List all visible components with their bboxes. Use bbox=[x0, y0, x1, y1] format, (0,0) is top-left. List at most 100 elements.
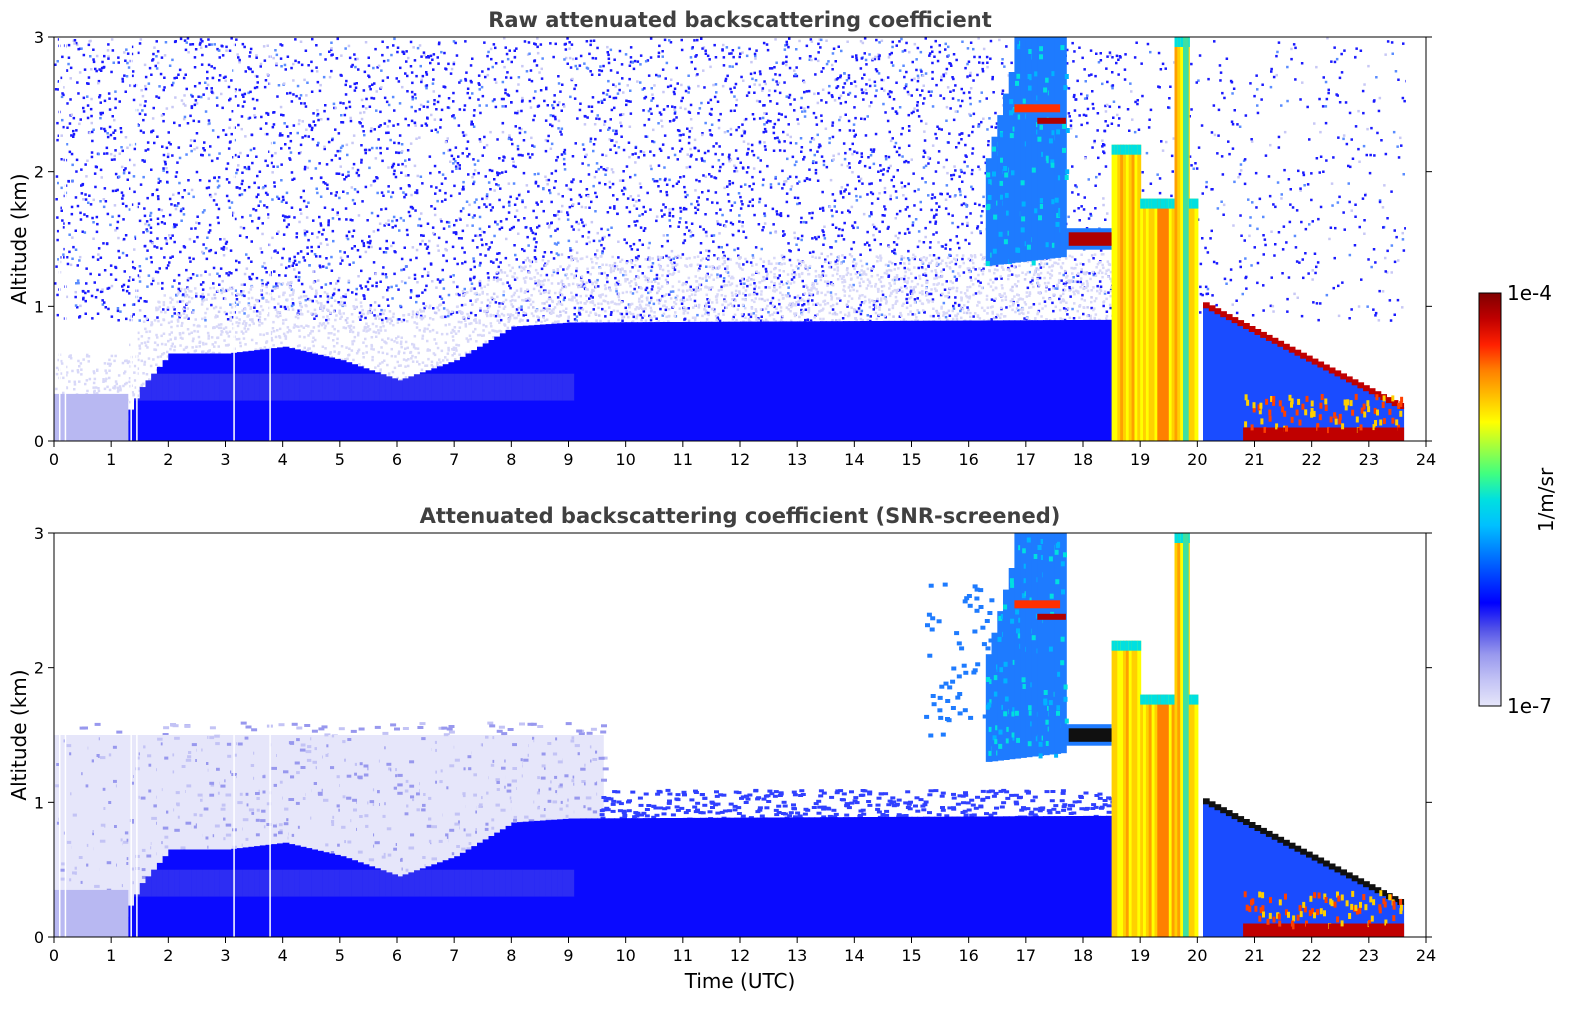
heatmap-cell bbox=[763, 145, 767, 148]
heatmap-cell bbox=[186, 37, 190, 40]
heatmap-cell bbox=[320, 286, 323, 289]
heatmap-cell bbox=[381, 53, 384, 57]
heatmap-cell bbox=[420, 212, 423, 215]
heatmap-cell bbox=[543, 302, 546, 305]
heatmap-cell bbox=[745, 171, 749, 174]
heatmap-cell bbox=[111, 49, 115, 52]
heatmap-cell bbox=[683, 206, 686, 210]
heatmap-cell bbox=[644, 135, 647, 138]
heatmap-cell bbox=[921, 74, 925, 77]
heatmap-cell bbox=[928, 52, 932, 55]
heatmap-cell bbox=[694, 55, 697, 58]
heatmap-cell bbox=[270, 155, 273, 159]
heatmap-cell bbox=[252, 207, 255, 211]
heatmap-cell bbox=[247, 66, 250, 69]
heatmap-cell bbox=[542, 307, 546, 310]
heatmap-cell bbox=[496, 173, 499, 177]
heatmap-cell bbox=[212, 199, 216, 202]
heatmap-cell bbox=[629, 195, 633, 198]
heatmap-cell bbox=[228, 98, 231, 102]
heatmap-cell bbox=[566, 62, 569, 65]
heatmap-cell bbox=[546, 139, 550, 143]
heatmap-cell bbox=[649, 269, 653, 272]
heatmap-cell bbox=[822, 234, 826, 237]
heatmap-cell bbox=[419, 175, 423, 178]
heatmap-cell bbox=[649, 318, 653, 322]
heatmap-cell bbox=[273, 306, 277, 309]
heatmap-cell bbox=[995, 122, 999, 125]
heatmap-cell bbox=[224, 79, 227, 82]
heatmap-cell bbox=[864, 88, 868, 92]
heatmap-cell bbox=[619, 113, 622, 117]
heatmap-cell bbox=[578, 193, 581, 197]
heatmap-cell bbox=[661, 55, 664, 58]
heatmap-cell bbox=[505, 76, 508, 79]
heatmap-cell bbox=[850, 205, 854, 209]
heatmap-cell bbox=[331, 229, 335, 233]
heatmap-cell bbox=[173, 279, 176, 282]
heatmap-cell bbox=[814, 172, 818, 175]
heatmap-cell bbox=[771, 207, 775, 211]
heatmap-cell bbox=[554, 42, 557, 46]
heatmap-cell bbox=[93, 281, 96, 284]
heatmap-cell bbox=[709, 65, 712, 69]
heatmap-cell bbox=[767, 94, 771, 97]
heatmap-cell bbox=[60, 95, 64, 99]
heatmap-cell bbox=[1105, 103, 1109, 107]
heatmap-cell bbox=[864, 58, 868, 62]
heatmap-cell bbox=[550, 142, 554, 146]
heatmap-cell bbox=[408, 184, 411, 188]
heatmap-cell bbox=[619, 121, 622, 124]
heatmap-cell bbox=[870, 150, 874, 154]
heatmap-cell bbox=[100, 290, 104, 293]
heatmap-cell bbox=[913, 107, 916, 110]
heatmap-cell bbox=[980, 221, 983, 224]
heatmap-cell bbox=[550, 221, 553, 225]
heatmap-cell bbox=[316, 109, 319, 112]
heatmap-cell bbox=[557, 282, 560, 285]
heatmap-cell bbox=[890, 61, 893, 64]
heatmap-cell bbox=[437, 42, 441, 46]
heatmap-cell bbox=[777, 112, 781, 115]
heatmap-cell bbox=[929, 94, 933, 97]
heatmap-cell bbox=[56, 229, 60, 233]
heatmap-cell bbox=[753, 287, 756, 291]
heatmap-cell bbox=[152, 106, 155, 110]
heatmap-cell bbox=[855, 310, 859, 314]
heatmap-cell bbox=[940, 274, 944, 278]
heatmap-cell bbox=[319, 224, 323, 227]
heatmap-cell bbox=[82, 106, 85, 110]
heatmap-cell bbox=[327, 223, 330, 227]
heatmap-cell bbox=[528, 156, 532, 159]
heatmap-cell bbox=[646, 191, 649, 195]
heatmap-cell bbox=[420, 124, 424, 127]
heatmap-cell bbox=[958, 133, 961, 136]
heatmap-cell bbox=[121, 80, 125, 83]
heatmap-cell bbox=[596, 114, 599, 117]
heatmap-cell bbox=[564, 311, 568, 314]
heatmap-cell bbox=[121, 197, 124, 200]
heatmap-cell bbox=[443, 85, 446, 88]
heatmap-cell bbox=[490, 296, 493, 299]
heatmap-cell bbox=[254, 74, 258, 78]
heatmap-cell bbox=[777, 139, 781, 142]
heatmap-cell bbox=[124, 136, 128, 139]
heatmap-cell bbox=[575, 220, 578, 224]
heatmap-cell bbox=[759, 72, 762, 76]
heatmap-cell bbox=[622, 170, 625, 173]
heatmap-cell bbox=[825, 39, 828, 42]
heatmap-cell bbox=[686, 153, 689, 156]
heatmap-cell bbox=[74, 196, 78, 199]
heatmap-cell bbox=[1077, 193, 1080, 196]
heatmap-cell bbox=[142, 231, 145, 234]
heatmap-cell bbox=[274, 151, 277, 155]
heatmap-cell bbox=[103, 54, 106, 58]
heatmap-cell bbox=[72, 245, 75, 249]
heatmap-cell bbox=[751, 77, 754, 81]
heatmap-cell bbox=[92, 60, 96, 64]
heatmap-cell bbox=[589, 140, 592, 143]
heatmap-cell bbox=[841, 228, 844, 232]
heatmap-cell bbox=[574, 84, 578, 87]
heatmap-cell bbox=[1099, 249, 1103, 252]
heatmap-cell bbox=[397, 151, 401, 155]
